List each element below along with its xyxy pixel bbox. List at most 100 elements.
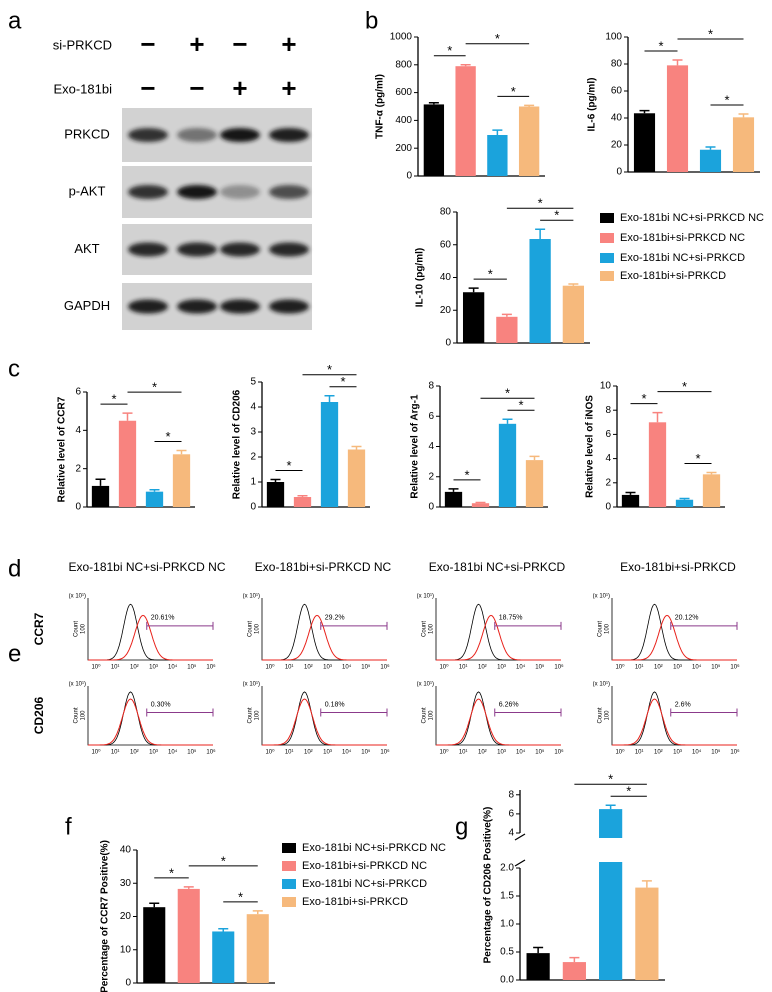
- legend-label: Exo-181bi+si-PRKCD NC: [620, 232, 745, 244]
- flow-percent: 20.61%: [151, 615, 175, 622]
- flow-x-tick-label: 10⁶: [380, 749, 390, 756]
- flow-x-tick-label: 10⁵: [711, 749, 721, 756]
- flow-y-tick: 100: [605, 623, 611, 634]
- y-tick-label: 3: [250, 427, 256, 438]
- significance-label: *: [538, 196, 543, 211]
- significance-label: *: [238, 889, 243, 904]
- flow-axes: [261, 686, 387, 746]
- bar: [118, 420, 137, 507]
- y-tick-label: 5: [250, 377, 256, 388]
- panel-letter: g: [455, 813, 468, 840]
- flow-x-tick-label: 10⁵: [535, 749, 545, 756]
- flow-x-tick-label: 10²: [304, 750, 313, 756]
- flow-sample-curve: [612, 698, 737, 746]
- bar: [633, 113, 656, 172]
- y-tick-label: 2: [605, 477, 611, 488]
- flow-x-tick-label: 10³: [673, 665, 682, 671]
- flow-y-scale: (x 10¹): [417, 682, 434, 688]
- significance-label: *: [695, 451, 700, 466]
- flow-x-tick-label: 10⁶: [206, 749, 216, 756]
- flow-y-tick: 100: [255, 623, 261, 634]
- bar: [675, 499, 694, 507]
- protein-label: p-AKT: [69, 183, 106, 198]
- row-label: CCR7: [32, 612, 46, 645]
- flow-x-tick-label: 10³: [323, 665, 332, 671]
- flow-x-tick-label: 10³: [497, 750, 506, 756]
- flow-axes: [87, 598, 213, 661]
- flow-gate: [494, 708, 562, 717]
- legend-label: Exo-181bi+si-PRKCD: [620, 270, 726, 282]
- flow-control-curve: [436, 691, 561, 746]
- flow-gate: [146, 708, 214, 717]
- flow-x-tick-label: 10²: [654, 750, 663, 756]
- y-tick-label: 20: [611, 140, 623, 151]
- flow-control-curve: [262, 691, 387, 746]
- blot-band: [177, 185, 217, 199]
- error-bar: [679, 497, 690, 500]
- flow-x-tick-label: 10¹: [285, 750, 294, 756]
- error-bar: [324, 395, 335, 402]
- protein-label: GAPDH: [64, 298, 110, 313]
- flow-x-tick-label: 10⁶: [206, 664, 216, 671]
- flow-sample-curve: [88, 614, 213, 661]
- column-title: Exo-181bi NC+si-PRKCD NC: [68, 560, 225, 574]
- flow-y-scale: (x 10¹): [69, 682, 86, 688]
- error-bar: [569, 956, 580, 963]
- flow-y-tick: 100: [429, 710, 435, 721]
- flow-y-title: Count: [248, 621, 254, 637]
- bar: [599, 809, 623, 980]
- bar: [347, 449, 366, 507]
- significance-label: *: [169, 865, 174, 880]
- treatment-sign: +: [281, 29, 296, 59]
- flow-y-title: Count: [598, 621, 604, 637]
- flow-x-tick-label: 10²: [478, 665, 487, 671]
- flow-gate: [320, 708, 388, 717]
- bar: [496, 316, 518, 343]
- error-bar: [428, 101, 439, 105]
- bar: [455, 66, 476, 176]
- flow-y-scale: (x 10¹): [593, 682, 610, 688]
- flow-gate: [494, 621, 562, 630]
- y-tick-label: 1: [250, 477, 256, 488]
- significance-label: *: [111, 392, 116, 407]
- axis-break: [522, 838, 667, 862]
- y-tick-label: 6: [75, 387, 81, 398]
- bar: [635, 887, 659, 980]
- error-bar: [252, 910, 263, 915]
- blot-band: [269, 185, 309, 199]
- y-tick-label: 40: [440, 272, 452, 283]
- flow-y-title: Count: [248, 707, 254, 723]
- flow-y-tick: 100: [605, 710, 611, 721]
- y-tick-label: 4: [250, 402, 256, 413]
- significance-label: *: [165, 429, 170, 444]
- blot-band: [128, 299, 168, 314]
- error-bar: [351, 445, 362, 450]
- y-tick-label: 6: [605, 429, 611, 440]
- flow-axes: [435, 686, 561, 746]
- bar: [498, 423, 517, 507]
- flow-x-tick-label: 10⁰: [91, 664, 101, 671]
- flow-x-tick-label: 10⁴: [342, 664, 352, 671]
- error-bar: [492, 129, 503, 135]
- treatment-label: si-PRKCD: [53, 37, 112, 52]
- flow-x-tick-label: 10⁰: [265, 664, 275, 671]
- significance-label: *: [152, 380, 157, 395]
- significance-label: *: [488, 267, 493, 282]
- significance-label: *: [682, 379, 687, 394]
- error-bar: [639, 109, 650, 114]
- error-bar: [524, 104, 535, 107]
- y-tick-label: 0.5: [500, 947, 514, 958]
- error-bar: [475, 501, 486, 504]
- blot-band: [220, 299, 260, 314]
- error-bar: [468, 287, 479, 293]
- legend-swatch: [600, 233, 614, 243]
- error-bar: [183, 886, 194, 889]
- bar: [529, 239, 551, 343]
- legend-swatch: [600, 271, 614, 281]
- significance-label: *: [464, 467, 469, 482]
- y-tick-label: 4: [508, 828, 514, 839]
- flow-sample-curve: [612, 614, 737, 661]
- blot-band: [177, 242, 217, 257]
- flow-gate: [146, 621, 214, 630]
